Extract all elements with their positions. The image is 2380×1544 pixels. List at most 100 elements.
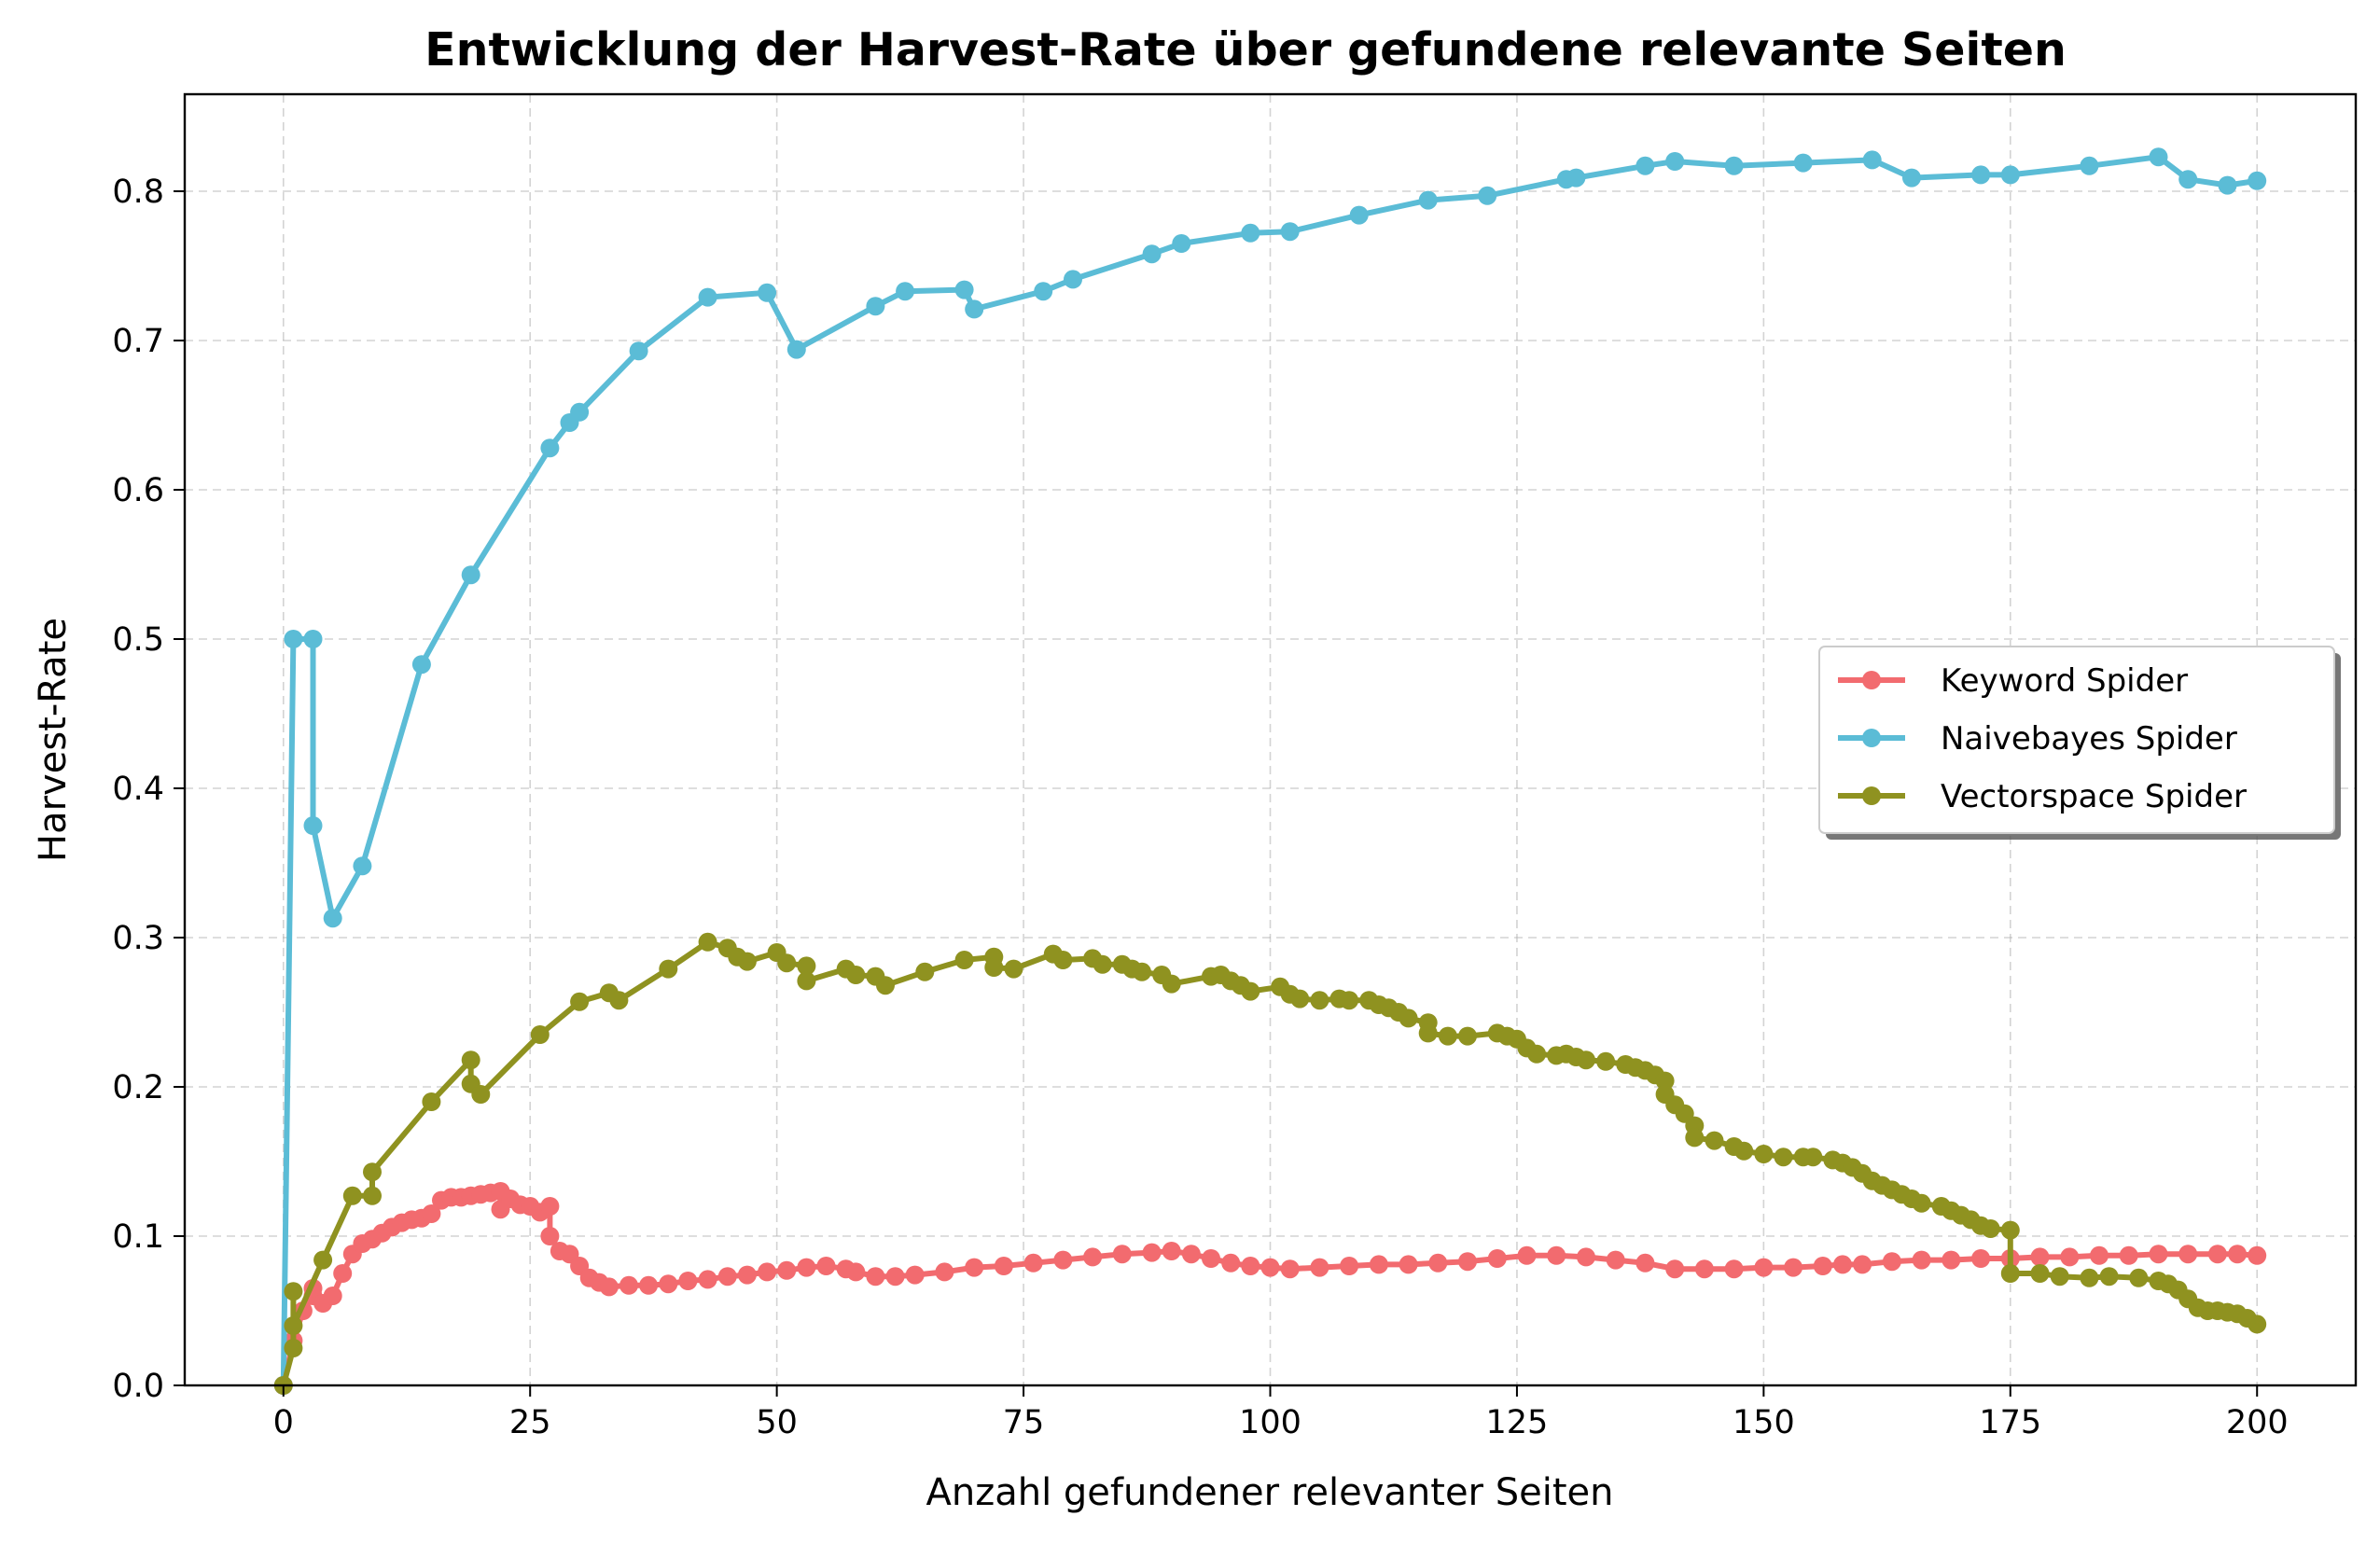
y-tick-label: 0.4	[112, 771, 164, 808]
data-point-vectorspace-spider	[876, 976, 895, 995]
data-point-keyword-spider	[1724, 1259, 1744, 1279]
y-tick-label: 0.1	[112, 1218, 164, 1256]
x-tick-label: 200	[2226, 1404, 2289, 1441]
data-point-naivebayes-spider	[1665, 152, 1685, 171]
data-point-naivebayes-spider	[2080, 156, 2099, 175]
x-tick-label: 75	[1003, 1404, 1045, 1441]
data-point-vectorspace-spider	[2080, 1268, 2099, 1287]
data-point-naivebayes-spider	[1862, 150, 1882, 170]
y-tick-label: 0.8	[112, 174, 164, 211]
data-point-vectorspace-spider	[2129, 1268, 2149, 1287]
series-vectorspace-spider	[273, 932, 2267, 1395]
data-point-naivebayes-spider	[1971, 165, 1991, 185]
data-point-naivebayes-spider	[1142, 244, 1162, 264]
data-point-keyword-spider	[659, 1274, 678, 1294]
data-point-keyword-spider	[1942, 1250, 1961, 1270]
data-point-keyword-spider	[1340, 1257, 1359, 1275]
data-point-keyword-spider	[1280, 1259, 1300, 1279]
data-point-vectorspace-spider	[915, 962, 935, 981]
data-point-vectorspace-spider	[609, 991, 629, 1010]
data-point-vectorspace-spider	[1734, 1141, 1754, 1161]
data-point-keyword-spider	[1458, 1252, 1477, 1272]
axis-ticks: 0 25 50 75 100 125 150 175 200 0.0 0.1 0.2 0.3 0.4 0.5…	[112, 174, 2288, 1441]
data-point-vectorspace-spider	[1754, 1145, 1774, 1163]
data-point-keyword-spider	[2178, 1245, 2198, 1264]
data-point-vectorspace-spider	[1438, 1026, 1457, 1046]
data-point-naivebayes-spider	[965, 299, 984, 319]
x-tick-label: 125	[1486, 1404, 1549, 1441]
legend-marker-naivebayes-spider	[1862, 729, 1881, 747]
data-point-naivebayes-spider	[323, 909, 342, 928]
data-point-keyword-spider	[717, 1267, 737, 1287]
x-tick-label: 150	[1733, 1404, 1795, 1441]
data-point-vectorspace-spider	[1004, 959, 1023, 979]
data-point-vectorspace-spider	[1655, 1071, 1675, 1091]
data-point-vectorspace-spider	[1596, 1051, 1616, 1071]
chart-title: Entwicklung der Harvest-Rate über gefund…	[425, 23, 2067, 77]
data-point-naivebayes-spider	[786, 340, 806, 359]
data-point-vectorspace-spider	[1399, 1008, 1418, 1028]
data-point-vectorspace-spider	[2050, 1267, 2069, 1287]
legend-marker-vectorspace-spider	[1862, 786, 1881, 805]
data-point-keyword-spider	[905, 1265, 925, 1285]
data-point-keyword-spider	[639, 1275, 659, 1295]
data-point-vectorspace-spider	[363, 1186, 382, 1205]
data-point-keyword-spider	[1971, 1249, 1991, 1268]
data-point-naivebayes-spider	[284, 630, 303, 648]
data-point-naivebayes-spider	[303, 816, 323, 835]
legend-box	[1818, 646, 2335, 834]
y-tick-label: 0.7	[112, 323, 164, 360]
data-point-naivebayes-spider	[1793, 153, 1813, 173]
data-point-vectorspace-spider	[1685, 1128, 1705, 1148]
data-point-keyword-spider	[323, 1287, 342, 1305]
data-point-naivebayes-spider	[1064, 270, 1082, 289]
data-point-vectorspace-spider	[1458, 1026, 1477, 1046]
data-point-keyword-spider	[1112, 1245, 1132, 1264]
data-point-vectorspace-spider	[1093, 954, 1112, 974]
data-point-keyword-spider	[1547, 1245, 1566, 1265]
data-point-keyword-spider	[2228, 1245, 2248, 1264]
data-point-keyword-spider	[2248, 1245, 2267, 1265]
data-point-keyword-spider	[333, 1264, 353, 1283]
data-point-naivebayes-spider	[1280, 222, 1300, 242]
y-tick-label: 0.5	[112, 621, 164, 659]
x-tick-label: 100	[1239, 1404, 1301, 1441]
x-tick-label: 50	[756, 1404, 798, 1441]
data-point-naivebayes-spider	[303, 630, 323, 648]
data-point-naivebayes-spider	[570, 402, 590, 422]
data-point-naivebayes-spider	[1478, 186, 1497, 205]
series-layer	[273, 147, 2267, 1395]
data-point-keyword-spider	[758, 1262, 777, 1282]
data-point-keyword-spider	[1577, 1247, 1595, 1267]
legend-marker-keyword-spider	[1862, 671, 1881, 689]
data-point-keyword-spider	[1635, 1253, 1655, 1273]
data-point-vectorspace-spider	[1912, 1193, 1931, 1213]
data-point-keyword-spider	[1912, 1250, 1931, 1270]
data-point-keyword-spider	[1023, 1253, 1043, 1273]
data-point-keyword-spider	[797, 1258, 816, 1277]
data-point-vectorspace-spider	[471, 1085, 491, 1104]
data-point-naivebayes-spider	[758, 283, 777, 302]
data-point-naivebayes-spider	[1034, 282, 1053, 301]
data-point-vectorspace-spider	[737, 952, 757, 971]
data-point-naivebayes-spider	[2178, 170, 2198, 189]
legend: Keyword Spider Naivebayes Spider Vectorspa…	[1818, 646, 2341, 840]
data-point-keyword-spider	[1053, 1250, 1073, 1270]
data-point-vectorspace-spider	[797, 956, 816, 976]
data-point-vectorspace-spider	[1310, 991, 1329, 1010]
x-tick-label: 25	[509, 1404, 551, 1441]
y-tick-label: 0.3	[112, 920, 164, 957]
data-point-vectorspace-spider	[342, 1186, 362, 1205]
series-naivebayes-spider	[273, 147, 2267, 1395]
data-point-keyword-spider	[1310, 1258, 1329, 1277]
data-point-vectorspace-spider	[422, 1092, 441, 1111]
data-point-keyword-spider	[1882, 1252, 1901, 1272]
data-point-naivebayes-spider	[896, 282, 915, 301]
data-point-vectorspace-spider	[1527, 1044, 1547, 1064]
data-point-naivebayes-spider	[954, 280, 974, 299]
data-point-naivebayes-spider	[461, 565, 480, 585]
data-point-naivebayes-spider	[411, 655, 431, 675]
data-point-vectorspace-spider	[659, 959, 678, 979]
data-point-keyword-spider	[1142, 1243, 1162, 1262]
data-point-naivebayes-spider	[698, 287, 717, 307]
